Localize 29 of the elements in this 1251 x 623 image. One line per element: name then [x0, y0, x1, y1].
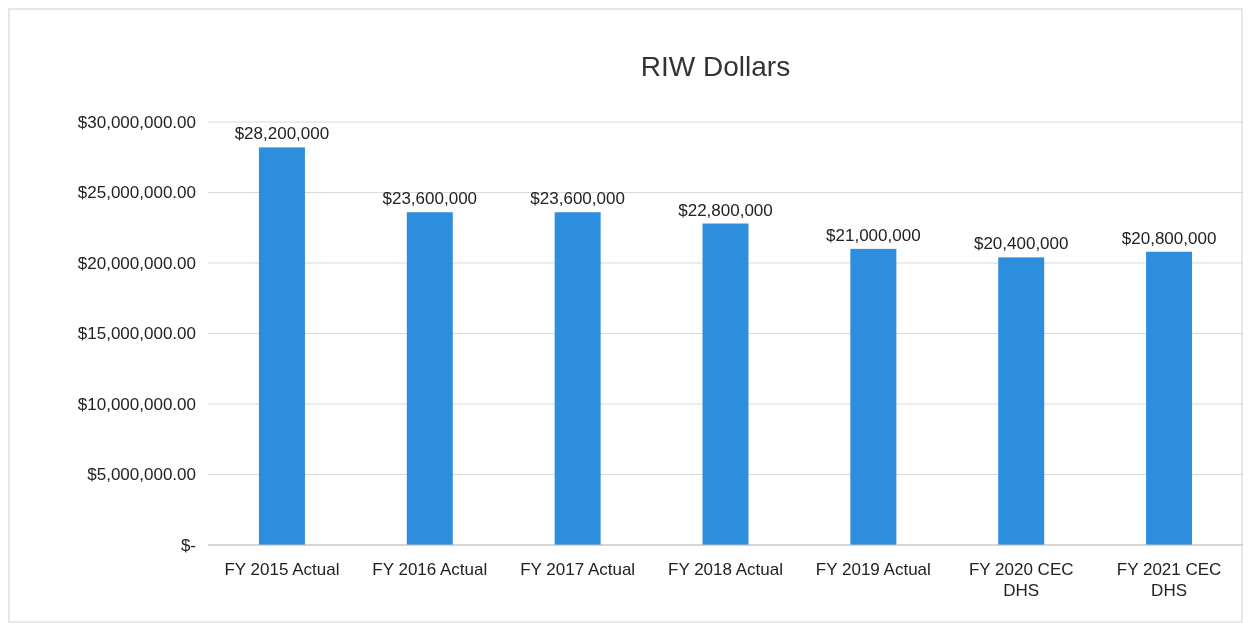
data-label: $20,800,000	[1121, 228, 1217, 248]
data-label: $23,600,000	[382, 189, 478, 209]
data-label: $28,200,000	[234, 124, 330, 144]
x-tick-label: FY 2018 Actual	[668, 560, 783, 579]
bar	[850, 248, 897, 545]
x-tick-label: FY 2021 CEC DHS	[1116, 560, 1222, 601]
x-tick-label: FY 2020 CEC DHS	[968, 560, 1074, 601]
chart-title: RIW Dollars	[640, 51, 791, 82]
bar	[406, 212, 453, 545]
bar	[258, 147, 305, 545]
bar	[1146, 251, 1193, 545]
data-label: $23,600,000	[530, 189, 625, 209]
data-label: $22,800,000	[678, 200, 773, 220]
x-tick-label: FY 2015 Actual	[224, 560, 340, 579]
bar	[554, 212, 601, 545]
y-tick-label: $30,000,000.00	[77, 112, 196, 132]
y-tick-label: $20,000,000.00	[77, 253, 196, 273]
y-tick-label: $5,000,000.00	[87, 465, 196, 485]
y-tick-label: $25,000,000.00	[77, 183, 196, 203]
data-label: $21,000,000	[826, 225, 921, 245]
bar	[998, 257, 1045, 545]
x-tick-label: FY 2019 Actual	[815, 560, 931, 579]
bar	[702, 223, 749, 545]
y-tick-label: $10,000,000.00	[77, 394, 196, 414]
y-tick-label: $15,000,000.00	[77, 324, 196, 344]
data-label: $20,400,000	[973, 234, 1069, 254]
x-tick-label: FY 2016 Actual	[372, 560, 488, 579]
y-tick-label: $-	[180, 535, 196, 555]
x-tick-label: FY 2017 Actual	[520, 560, 636, 579]
